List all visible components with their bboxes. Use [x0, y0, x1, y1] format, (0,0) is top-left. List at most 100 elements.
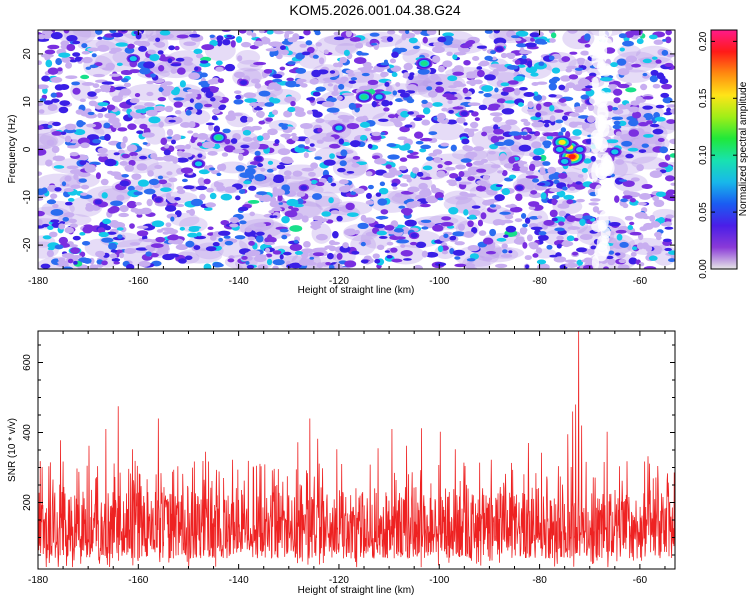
heatmap-y-tick-label: -20 — [22, 237, 33, 252]
heatmap-speck — [450, 235, 457, 240]
heatmap-blob — [72, 40, 81, 45]
heatmap-blob — [181, 178, 188, 183]
heatmap-blob — [374, 158, 387, 165]
heatmap-blob — [170, 68, 178, 74]
heatmap-blob — [613, 97, 621, 104]
heatmap-blob — [147, 49, 156, 55]
heatmap-blob — [417, 68, 430, 75]
heatmap-blob — [407, 149, 414, 154]
heatmap-blob — [391, 51, 399, 58]
heatmap-speck — [406, 198, 415, 202]
heatmap-blob — [603, 266, 609, 269]
heatmap-blob — [247, 249, 261, 256]
heatmap-blob — [276, 164, 286, 170]
heatmap-blob — [471, 111, 479, 117]
heatmap-blob — [104, 158, 117, 167]
heatmap-blob — [110, 249, 118, 253]
heatmap-blob — [349, 140, 361, 148]
heatmap-blob — [157, 50, 164, 55]
heatmap-blob — [69, 151, 79, 157]
heatmap-blob — [241, 255, 248, 260]
heatmap-blob — [504, 100, 517, 104]
heatmap-blob — [157, 175, 164, 180]
heatmap-speck — [548, 55, 555, 61]
heatmap-blob — [129, 98, 140, 104]
heatmap-blob — [654, 116, 666, 122]
heatmap-gap — [601, 92, 615, 102]
heatmap-speck — [278, 202, 283, 205]
heatmap-speck — [511, 35, 520, 39]
heatmap-blob — [200, 87, 211, 93]
heatmap-blob — [203, 206, 213, 211]
heatmap-blob — [133, 31, 139, 35]
heatmap-blob — [432, 46, 445, 54]
heatmap-blob — [164, 205, 177, 212]
heatmap-speck — [618, 33, 627, 39]
heatmap-blob — [529, 32, 540, 38]
heatmap-blob — [163, 149, 171, 156]
heatmap-blob — [456, 117, 466, 124]
heatmap-blob — [306, 97, 316, 101]
heatmap-hotspot — [576, 147, 584, 152]
heatmap-blob — [496, 237, 507, 242]
heatmap-blob — [272, 109, 279, 116]
heatmap-blob — [64, 123, 77, 131]
heatmap-blob — [146, 91, 154, 97]
heatmap-speck — [503, 234, 509, 238]
snr-x-tick-label: -140 — [229, 575, 249, 586]
heatmap-blob — [446, 179, 457, 184]
heatmap-blob — [519, 87, 528, 91]
heatmap-blob — [665, 30, 672, 36]
heatmap-blob — [243, 92, 257, 99]
heatmap-speck — [484, 55, 493, 61]
heatmap-hotspot — [240, 80, 248, 86]
heatmap-speck — [405, 30, 410, 35]
heatmap-blob — [120, 69, 132, 75]
heatmap-blob — [253, 61, 267, 66]
heatmap-blob — [480, 212, 487, 220]
heatmap-blob — [327, 83, 334, 87]
heatmap-blob — [380, 209, 389, 215]
heatmap-blob — [150, 243, 164, 248]
heatmap-blob — [38, 84, 49, 90]
heatmap-blob — [294, 250, 303, 255]
heatmap-speck — [613, 120, 621, 126]
heatmap-blob — [622, 180, 635, 187]
heatmap-blob — [499, 146, 507, 150]
colorbar-tick-label: 0.15 — [698, 88, 709, 108]
heatmap-gap — [591, 76, 599, 91]
heatmap-blob — [123, 82, 132, 88]
heatmap-blob — [581, 87, 592, 92]
heatmap-blob — [166, 228, 179, 235]
heatmap-blob — [244, 167, 256, 176]
heatmap-blob — [298, 258, 311, 266]
heatmap-blob — [336, 252, 343, 260]
heatmap-blob — [340, 76, 349, 82]
heatmap-blob — [121, 153, 131, 159]
heatmap-blob — [129, 69, 141, 74]
heatmap-blob — [185, 109, 192, 116]
heatmap-blob — [47, 67, 59, 75]
heatmap-blob — [576, 198, 585, 203]
heatmap-blob — [463, 209, 469, 216]
heatmap-speck — [184, 255, 193, 261]
heatmap-blob — [480, 158, 488, 163]
heatmap-blob — [513, 88, 521, 96]
heatmap-blob — [117, 127, 128, 132]
heatmap-blob — [237, 55, 243, 62]
heatmap-blob — [402, 32, 416, 39]
heatmap-blob — [46, 249, 54, 258]
heatmap-speck — [312, 54, 319, 59]
heatmap-blob — [230, 138, 238, 144]
heatmap-blob — [537, 263, 550, 269]
heatmap-blob — [452, 71, 465, 76]
heatmap-blob — [577, 174, 584, 178]
heatmap-blob — [453, 52, 467, 56]
heatmap-blob — [193, 48, 203, 55]
heatmap-blob — [117, 149, 125, 155]
heatmap-blob — [465, 74, 478, 79]
heatmap-blob — [608, 250, 615, 255]
heatmap-blob — [466, 80, 477, 85]
heatmap-blob — [332, 62, 340, 68]
heatmap-hotspot — [568, 154, 576, 160]
